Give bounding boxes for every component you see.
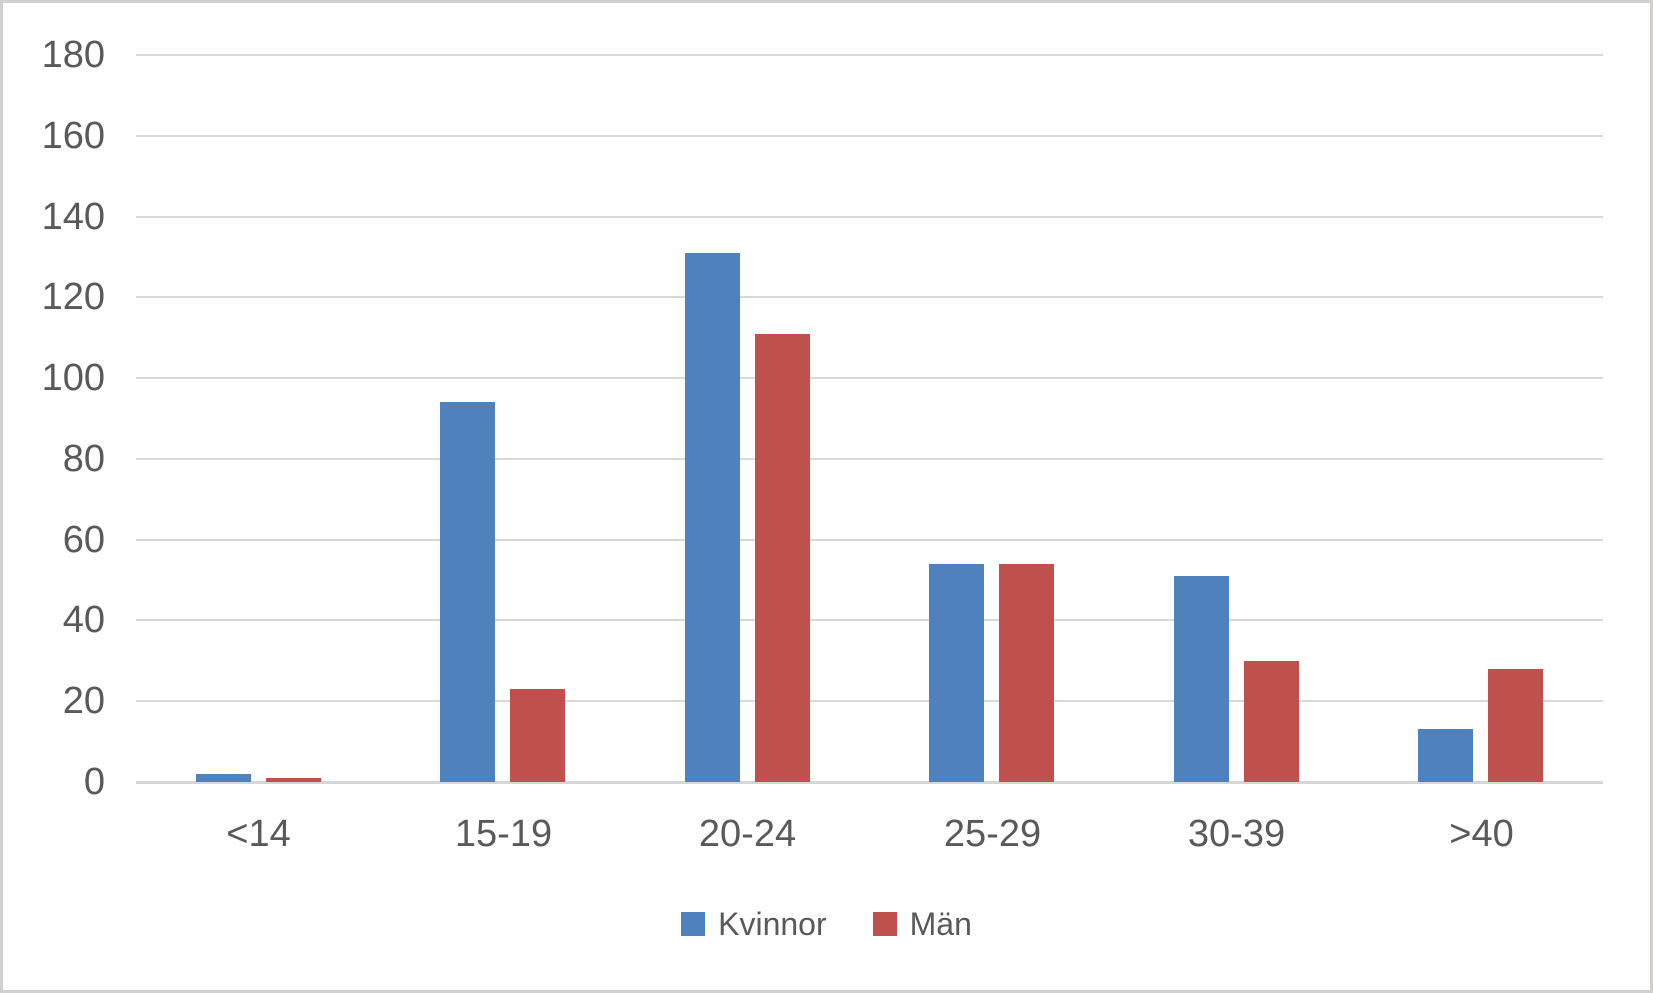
y-tick-label: 20	[62, 680, 105, 723]
bar-kvinnor->40	[1418, 729, 1473, 782]
y-tick-label: 160	[41, 114, 105, 157]
gridline	[136, 538, 1603, 541]
y-tick-label: 120	[41, 276, 105, 319]
x-axis-line	[136, 781, 1603, 784]
y-tick-label: 140	[41, 195, 105, 238]
bar-kvinnor-20-24	[685, 253, 740, 782]
y-tick-label: 40	[62, 599, 105, 642]
bar-män-15-19	[510, 689, 565, 782]
legend-item-kvinnor: Kvinnor	[681, 904, 827, 944]
bar-kvinnor-15-19	[440, 402, 495, 782]
gridline	[136, 700, 1603, 703]
gridline	[136, 134, 1603, 137]
gridline	[136, 54, 1603, 56]
bar-män-30-39	[1244, 661, 1299, 782]
bar-kvinnor-25-29	[929, 564, 984, 782]
x-tick-label: 25-29	[943, 813, 1042, 855]
gridline	[136, 457, 1603, 460]
bar-kvinnor-30-39	[1174, 576, 1229, 782]
bar-män->40	[1488, 669, 1543, 782]
bar-kvinnor-<14	[196, 774, 251, 782]
gridline	[136, 377, 1603, 380]
legend-label: Kvinnor	[718, 906, 827, 942]
bar-män-<14	[266, 778, 321, 782]
gridline	[136, 296, 1603, 299]
bar-män-25-29	[999, 564, 1054, 782]
x-tick-label: 20-24	[698, 813, 797, 855]
legend-swatch-icon	[872, 912, 897, 936]
legend-swatch-icon	[681, 912, 706, 936]
x-tick-label: <14	[226, 813, 291, 855]
legend-item-män: Män	[872, 904, 972, 944]
y-tick-label: 100	[41, 357, 105, 400]
legend: Kvinnor Män	[3, 904, 1650, 944]
x-tick-label: 15-19	[454, 813, 553, 855]
y-tick-label: 80	[62, 437, 105, 480]
x-tick-label: 30-39	[1187, 813, 1286, 855]
gridline	[136, 619, 1603, 622]
gridline	[136, 215, 1603, 218]
x-tick-label: >40	[1449, 813, 1514, 855]
legend-label: Män	[909, 906, 972, 942]
y-tick-label: 60	[62, 518, 105, 561]
y-tick-label: 180	[41, 34, 105, 76]
y-tick-label: 0	[83, 761, 105, 803]
bar-män-20-24	[755, 334, 810, 782]
